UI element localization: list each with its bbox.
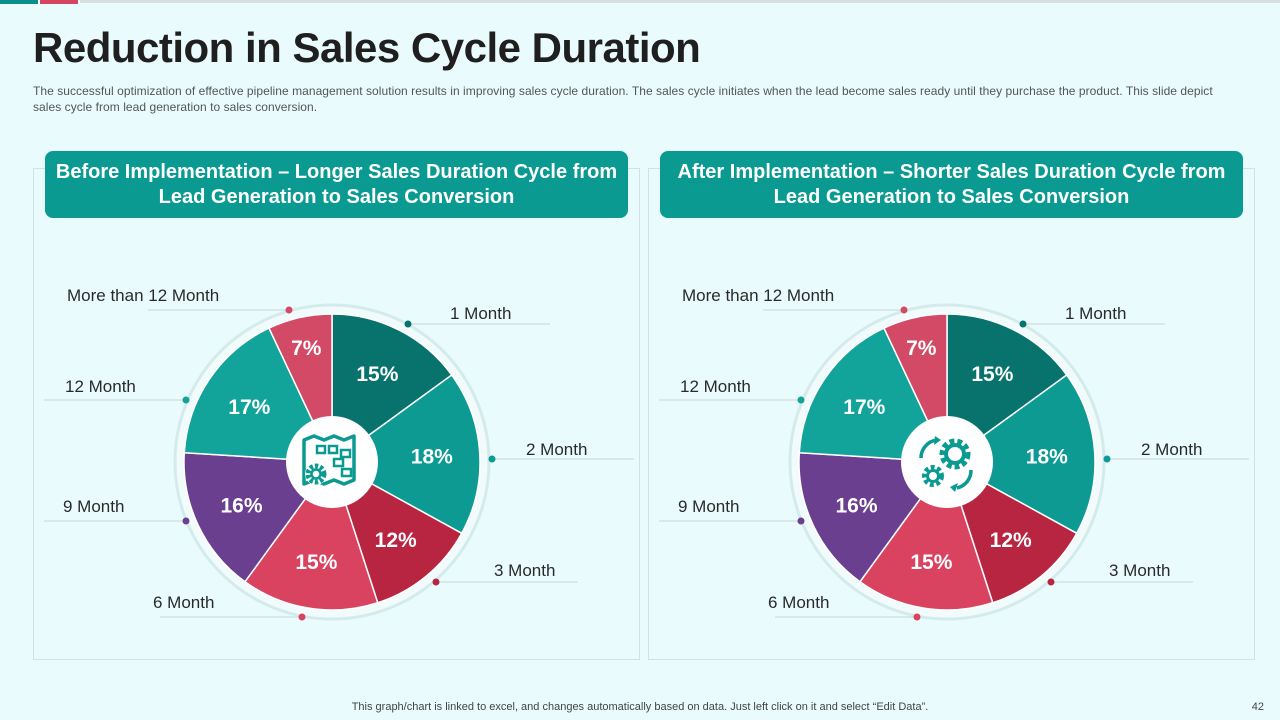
accent-line <box>80 0 1280 3</box>
page-number: 42 <box>1251 701 1264 713</box>
before-panel-header: Before Implementation – Longer Sales Dur… <box>45 151 628 218</box>
accent-bar-teal <box>0 0 38 4</box>
page-subtitle: The successful optimization of effective… <box>33 84 1213 114</box>
accent-bar-red <box>40 0 78 4</box>
after-panel-header: After Implementation – Shorter Sales Dur… <box>660 151 1243 218</box>
before-panel <box>33 168 640 660</box>
page-title: Reduction in Sales Cycle Duration <box>33 24 701 71</box>
footer-note: This graph/chart is linked to excel, and… <box>351 701 929 713</box>
after-panel <box>648 168 1255 660</box>
